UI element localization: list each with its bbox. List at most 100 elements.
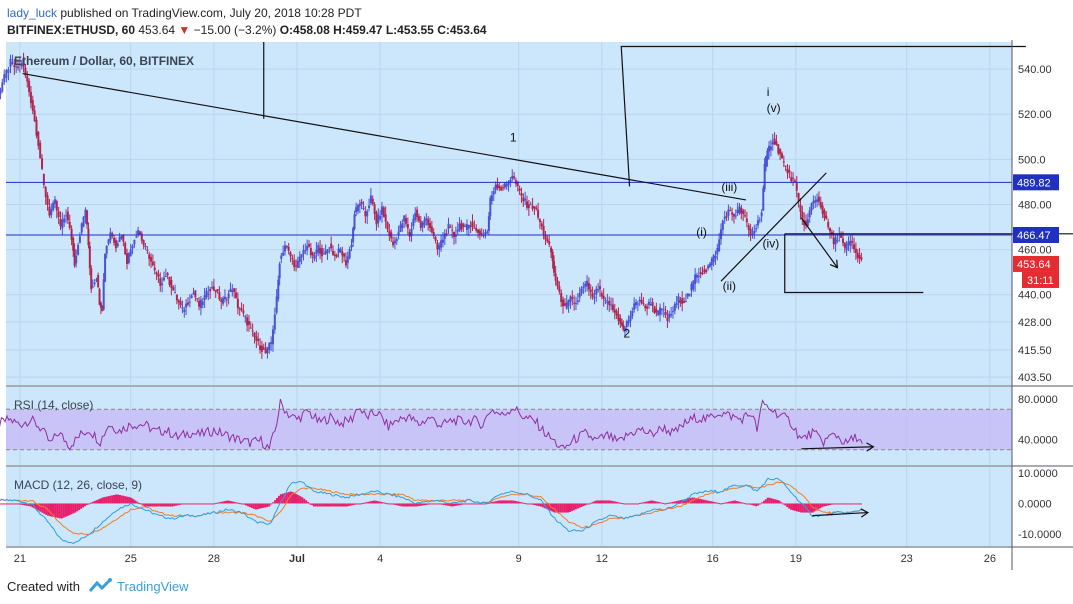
macd-histogram-bar (807, 503, 810, 513)
macd-histogram-bar (97, 499, 100, 504)
macd-histogram-bar (534, 503, 537, 506)
macd-histogram-bar (541, 503, 544, 508)
rsi-pane[interactable] (0, 398, 1012, 452)
candle-body (765, 156, 768, 167)
candle-body (660, 309, 663, 311)
candle-body (851, 240, 854, 243)
macd-histogram-bar (291, 491, 294, 504)
candle-body (427, 219, 430, 226)
tradingview-brand[interactable]: TradingView (117, 579, 189, 594)
candle-body (355, 207, 358, 213)
macd-histogram-bar (753, 503, 756, 506)
wave-label: (i) (696, 225, 707, 239)
macd-histogram-bar (413, 503, 416, 507)
candle-body (690, 283, 693, 291)
macd-histogram-bar (720, 503, 723, 505)
macd-histogram-bar (157, 503, 160, 507)
candle-body (823, 210, 826, 218)
macd-histogram-bar (80, 503, 83, 509)
chart-area[interactable]: 12i(v)(iii)(i)(ii)(iv) 21 25 28 Jul 4 9 12 16 19… (0, 40, 1073, 570)
candle-body (780, 153, 783, 159)
candle-body (670, 314, 673, 316)
macd-histogram-bar (762, 500, 765, 504)
candle-body (834, 237, 837, 245)
macd-histogram-bar (37, 503, 40, 511)
macd-histogram-bar (446, 503, 449, 506)
macd-tick-label: 0.0000 (1018, 498, 1052, 510)
macd-histogram-bar (724, 502, 727, 504)
x-tick-label: 19 (790, 553, 802, 565)
macd-tick-label: 10.0000 (1018, 468, 1058, 480)
macd-histogram-bar (264, 503, 267, 508)
candle-body (419, 220, 422, 228)
macd-histogram-bar (508, 500, 511, 504)
candle-body (471, 222, 474, 228)
macd-histogram-bar (516, 501, 519, 504)
candle-body (697, 275, 700, 277)
price-tick-label: 520.00 (1018, 109, 1052, 121)
macd-histogram-bar (714, 502, 717, 504)
macd-histogram-bar (146, 503, 149, 507)
candle-body (489, 197, 492, 217)
candle-body (375, 212, 378, 225)
macd-histogram-bar (470, 503, 473, 505)
macd-histogram-bar (91, 501, 94, 504)
candle-body (293, 260, 296, 268)
candle-body (282, 252, 285, 256)
candle-body (625, 321, 628, 327)
candle-body (118, 236, 121, 242)
macd-histogram-bar (652, 500, 655, 504)
macd-histogram-bar (367, 501, 370, 504)
macd-histogram-bar (49, 503, 52, 517)
candle-body (527, 204, 530, 209)
author-link[interactable]: lady_luck (7, 6, 58, 20)
wave-label: 2 (623, 327, 630, 341)
macd-histogram-bar (621, 503, 624, 505)
macd-histogram-bar (380, 502, 383, 504)
macd-histogram-bar (850, 503, 853, 505)
macd-histogram-bar (219, 501, 222, 504)
candle-body (595, 288, 598, 295)
macd-histogram-bar (766, 497, 769, 504)
tradingview-logo-icon[interactable] (88, 577, 114, 595)
candle-body (42, 173, 45, 185)
macd-histogram-bar (400, 503, 403, 507)
price-pane[interactable]: 1 2 i (v) (iii) (i) (ii) (iv) (0, 42, 1073, 359)
macd-histogram-bar (429, 503, 432, 505)
macd-histogram-bar (460, 503, 463, 505)
macd-background (6, 467, 1012, 546)
candle-body (379, 216, 382, 220)
candle-body (675, 303, 678, 305)
candle-body (490, 195, 493, 202)
rsi-pane-title: RSI (14, close) (14, 398, 93, 412)
candle-body (179, 301, 182, 306)
candle-body (760, 212, 763, 217)
candle-body (812, 200, 815, 204)
macd-histogram-bar (182, 503, 185, 505)
candle-body (613, 309, 616, 313)
candle-body (397, 231, 400, 236)
candle-body (449, 226, 452, 228)
candle-body (763, 163, 766, 190)
macd-histogram-bar (431, 503, 434, 505)
candle-body (825, 215, 828, 219)
candle-body (13, 65, 16, 68)
macd-histogram-bar (704, 500, 707, 504)
candle-body (196, 298, 199, 300)
macd-histogram-bar (858, 503, 861, 505)
candle-body (295, 265, 298, 267)
macd-histogram-bar (231, 501, 234, 504)
macd-histogram-bar (180, 503, 183, 505)
candle-body (631, 310, 634, 317)
macd-histogram-bar (314, 503, 317, 507)
candle-body (707, 265, 710, 269)
candle-body (401, 223, 404, 228)
macd-histogram-bar (425, 503, 428, 505)
macd-histogram-bar (421, 503, 424, 506)
macd-histogram-bar (188, 503, 191, 505)
candle-body (688, 293, 691, 296)
candle-body (291, 258, 294, 260)
macd-histogram-bar (658, 502, 661, 504)
candle-body (296, 260, 299, 268)
macd-pane[interactable] (0, 477, 870, 545)
